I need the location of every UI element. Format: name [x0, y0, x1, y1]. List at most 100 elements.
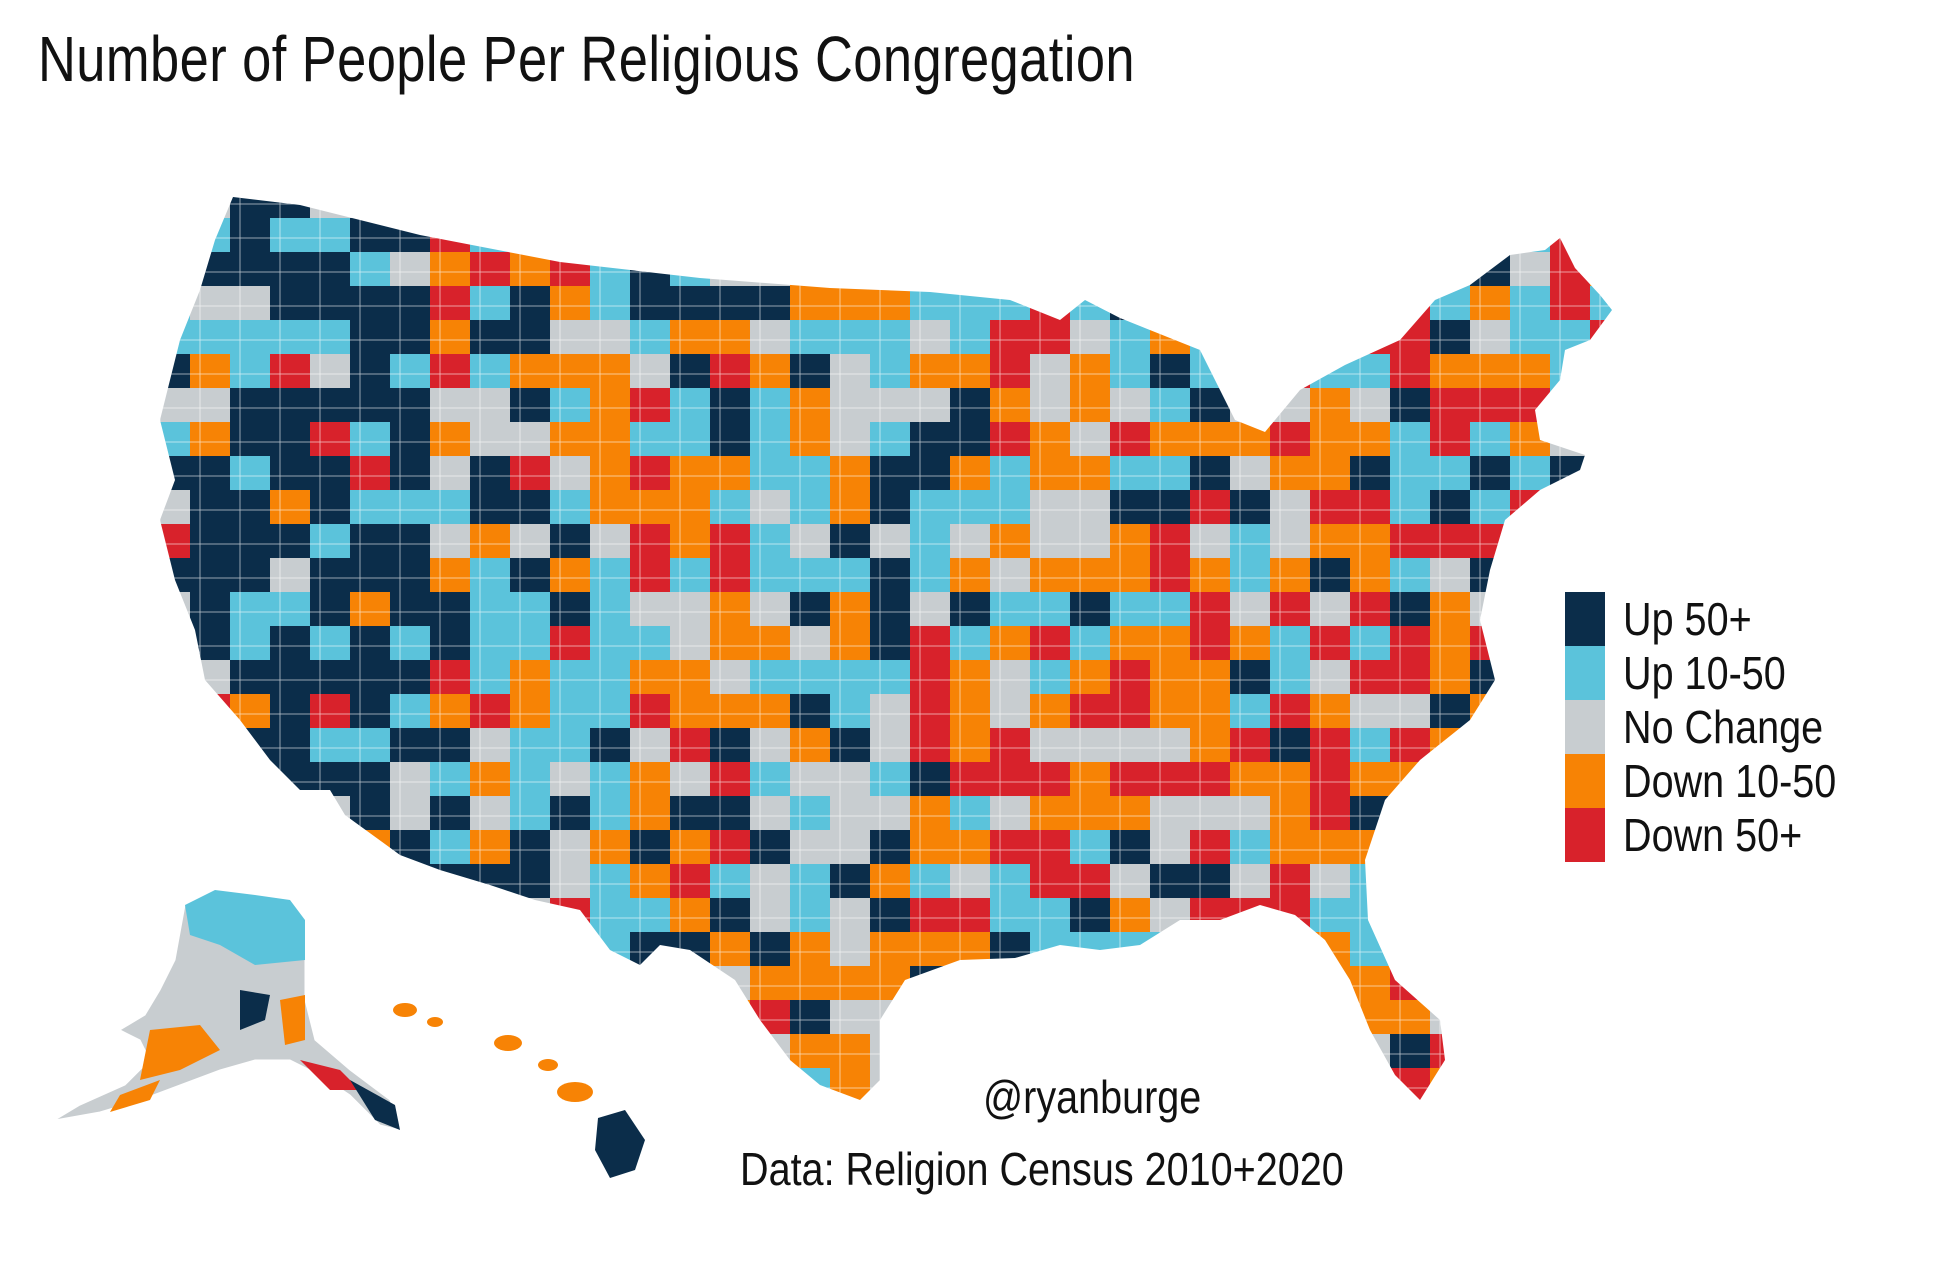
county-tile — [310, 728, 350, 762]
county-tile — [950, 150, 990, 184]
legend-item: Down 10-50 — [1565, 754, 1871, 808]
county-tile — [160, 558, 190, 592]
county-tile — [750, 830, 790, 864]
county-tile — [1070, 966, 1110, 1000]
county-tile — [590, 864, 630, 898]
county-tile — [990, 864, 1030, 898]
county-tile — [1430, 898, 1470, 932]
county-tile — [510, 660, 550, 694]
county-tile — [1190, 456, 1230, 490]
county-tile — [160, 728, 190, 762]
county-tile — [1390, 524, 1430, 558]
county-tile — [750, 966, 790, 1000]
county-tile — [830, 966, 870, 1000]
county-tile — [1030, 660, 1070, 694]
county-tile — [870, 197, 910, 218]
county-tile — [710, 1000, 750, 1034]
county-tile — [1350, 1102, 1390, 1136]
county-tile — [510, 1068, 550, 1100]
county-tile — [190, 456, 230, 490]
county-tile — [990, 762, 1030, 796]
county-tile — [390, 1034, 430, 1068]
county-tile — [830, 592, 870, 626]
county-tile — [1110, 252, 1150, 286]
county-tile — [990, 898, 1030, 932]
legend-swatch — [1565, 646, 1605, 700]
county-tile — [1350, 728, 1390, 762]
county-tile — [510, 150, 550, 184]
county-tile — [1110, 762, 1150, 796]
county-tile — [1310, 286, 1350, 320]
county-tile — [1150, 524, 1190, 558]
county-tile — [270, 1102, 310, 1136]
county-tile — [1150, 1000, 1190, 1034]
county-tile — [710, 150, 750, 184]
county-tile — [510, 694, 550, 728]
county-tile — [470, 150, 510, 184]
county-tile — [590, 898, 630, 932]
county-tile — [470, 626, 510, 660]
county-tile — [1550, 1000, 1590, 1034]
county-tile — [510, 524, 550, 558]
county-tile — [990, 932, 1030, 966]
county-tile — [1550, 490, 1590, 524]
county-tile — [1190, 830, 1230, 864]
county-tile — [1270, 864, 1310, 898]
county-tile — [510, 422, 550, 456]
county-tile — [870, 320, 910, 354]
county-tile — [1190, 626, 1230, 660]
county-tile — [310, 558, 350, 592]
county-tile — [750, 1000, 790, 1034]
county-tile — [1390, 830, 1430, 864]
county-tile — [910, 796, 950, 830]
county-tile — [830, 728, 870, 762]
county-tile — [950, 197, 990, 218]
county-tile — [550, 197, 590, 218]
county-tile — [1350, 490, 1390, 524]
county-tile — [710, 422, 750, 456]
county-tile — [1590, 422, 1612, 456]
county-tile — [830, 1102, 870, 1136]
county-tile — [1510, 1000, 1550, 1034]
county-tile — [1070, 354, 1110, 388]
county-tile — [670, 932, 710, 966]
county-tile — [670, 354, 710, 388]
county-tile — [1030, 830, 1070, 864]
legend-label: Up 50+ — [1623, 593, 1752, 645]
county-tile — [990, 796, 1030, 830]
county-tile — [1510, 660, 1550, 694]
county-tile — [750, 388, 790, 422]
county-tile — [1430, 1068, 1470, 1100]
county-tile — [590, 592, 630, 626]
county-tile — [1470, 626, 1510, 660]
county-tile — [910, 830, 950, 864]
county-tile — [1510, 150, 1550, 184]
county-tile — [870, 660, 910, 694]
county-tile — [1350, 524, 1390, 558]
county-tile — [590, 286, 630, 320]
county-tile — [150, 1102, 190, 1136]
county-tile — [1350, 354, 1390, 388]
county-tile — [750, 197, 790, 218]
county-tile — [350, 898, 390, 932]
county-tile — [230, 524, 270, 558]
county-tile — [790, 694, 830, 728]
county-tile — [630, 150, 670, 184]
county-tile — [1270, 694, 1310, 728]
county-tile — [1350, 252, 1390, 286]
county-tile — [1030, 728, 1070, 762]
county-tile — [870, 150, 910, 184]
county-tile — [950, 592, 990, 626]
county-tile — [350, 422, 390, 456]
county-tile — [1390, 864, 1430, 898]
county-tile — [710, 1068, 750, 1100]
county-tile — [1390, 422, 1430, 456]
county-tile — [390, 626, 430, 660]
county-tile — [590, 1068, 630, 1100]
county-tile — [1030, 1034, 1070, 1068]
county-tile — [1590, 558, 1612, 592]
county-tile — [1230, 592, 1270, 626]
county-tile — [1150, 558, 1190, 592]
county-tile — [230, 490, 270, 524]
county-tile — [230, 422, 270, 456]
